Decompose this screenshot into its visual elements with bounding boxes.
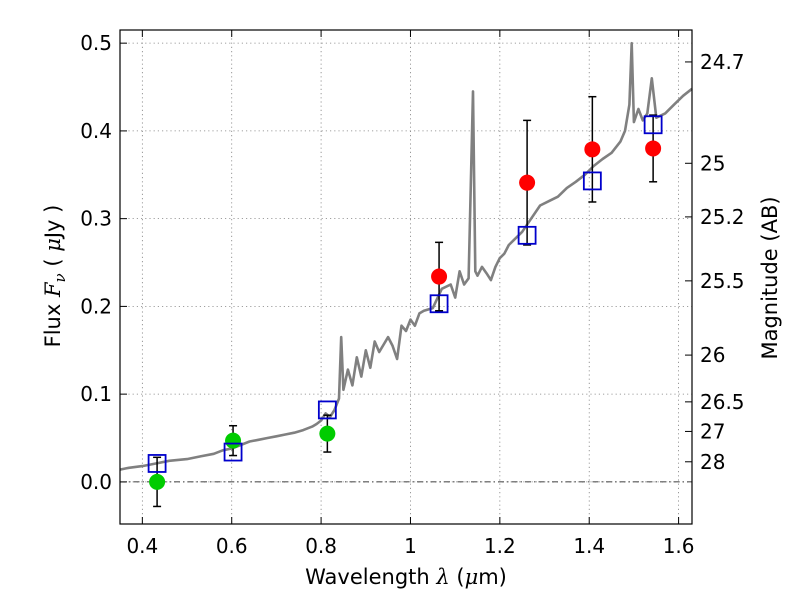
model-flux-square (517, 225, 537, 245)
y2-tick-label: 25.5 (700, 269, 745, 293)
model-flux-square (317, 400, 337, 420)
model-flux-square (223, 442, 243, 462)
y2-tick-label: 25.2 (700, 205, 745, 229)
x-tick-label: 1.6 (663, 534, 695, 558)
y-tick-label: 0.5 (80, 31, 112, 55)
model-flux-square (582, 171, 602, 191)
observed-flux-point (519, 174, 536, 191)
axis-ticks: 0.4 0.6 0.8 1 1.2 1.4 1.6 0.0 0.1 0.2 0.3 0.4 0.5 24.… (80, 30, 745, 558)
x-tick-label: 0.8 (305, 534, 337, 558)
x-tick-label: 1 (404, 534, 417, 558)
observed-flux-point (584, 141, 601, 158)
y2-tick-label: 27 (700, 419, 725, 443)
y2-tick-label: 28 (700, 450, 725, 474)
x-tick-label: 1.2 (484, 534, 516, 558)
observed-flux-point (645, 140, 662, 157)
y2-axis-label: Magnitude (AB) (758, 196, 782, 359)
y-axis-label: Flux Fν ( μJy ) (41, 205, 69, 348)
model-flux-square (643, 115, 663, 135)
y2-tick-label: 24.7 (700, 50, 745, 74)
x-tick-label: 1.4 (573, 534, 605, 558)
observed-flux-point (431, 268, 448, 285)
observed-flux-point (225, 432, 242, 449)
y-tick-label: 0.3 (80, 207, 112, 231)
x-axis-label: Wavelength λ (μm) (305, 565, 507, 589)
observed-flux-point (149, 473, 166, 490)
y-tick-label: 0.1 (80, 382, 112, 406)
observed-flux-point (319, 425, 336, 442)
model-flux-square (147, 454, 167, 473)
y2-tick-label: 26 (700, 343, 725, 367)
x-tick-label: 0.4 (126, 534, 158, 558)
x-tick-label: 0.6 (216, 534, 248, 558)
y2-tick-label: 26.5 (700, 390, 745, 414)
grid (120, 30, 692, 524)
y-tick-label: 0.2 (80, 294, 112, 318)
y-tick-label: 0.0 (80, 470, 112, 494)
plot-frame (119, 29, 693, 525)
y-tick-label: 0.4 (80, 119, 112, 143)
plot-area (119, 41, 693, 508)
y2-tick-label: 25 (700, 151, 725, 175)
model-spectrum-line (119, 41, 693, 471)
model-flux-square (429, 294, 449, 314)
